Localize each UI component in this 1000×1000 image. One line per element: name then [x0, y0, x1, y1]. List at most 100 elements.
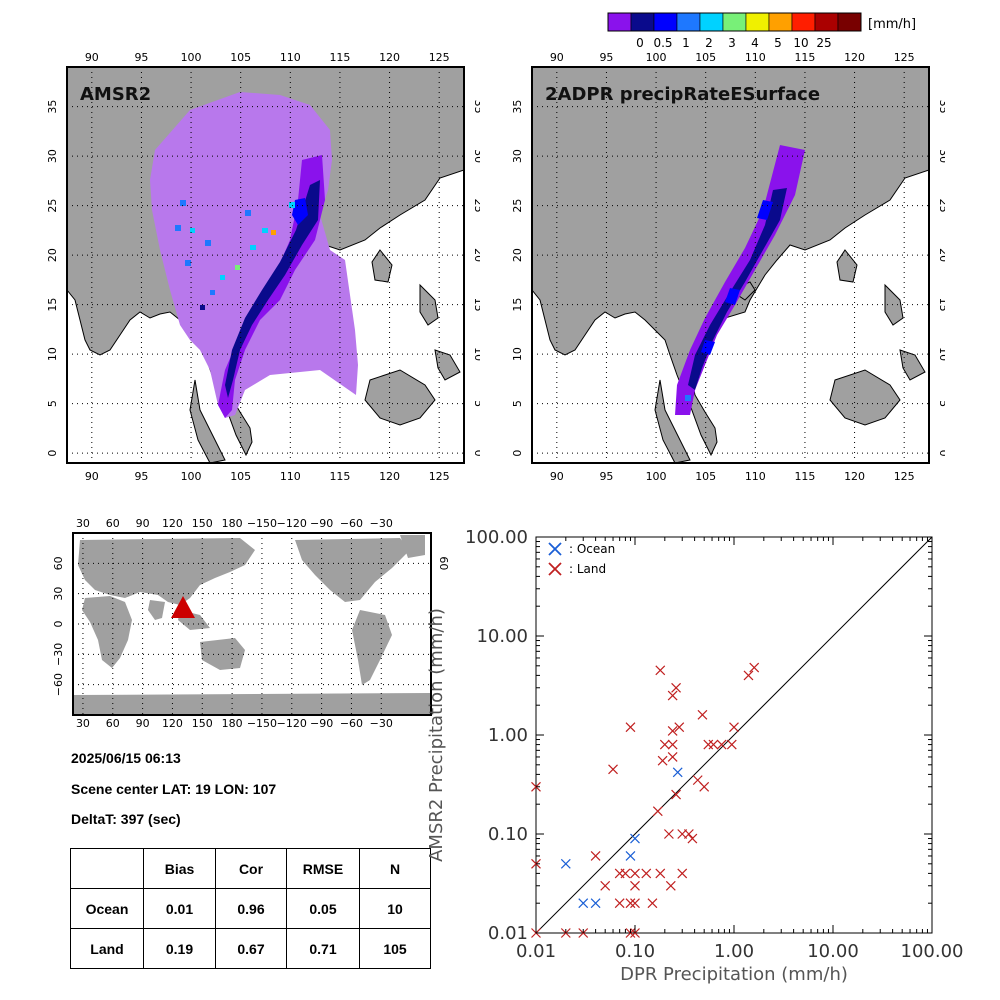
legend-label: : Land — [569, 562, 606, 576]
world-lon-tick-label: −30 — [370, 517, 393, 530]
x-tick-label: 100.00 — [901, 941, 964, 962]
world-lat-tick-label: 60 — [52, 556, 65, 570]
map-lat-tick-label: 30 — [937, 149, 945, 163]
map-lat-tick-label: 10 — [937, 347, 945, 361]
table-cell: 0.19 — [143, 928, 216, 969]
world-lon-tick-label: −60 — [340, 717, 363, 730]
y-axis-label: AMSR2 Precipitation (mm/h) — [426, 608, 447, 862]
x-tick-label: 0.01 — [516, 941, 556, 962]
scatter-point — [665, 880, 676, 891]
scatter-point — [697, 709, 708, 720]
world-lon-tick-label: −30 — [370, 717, 393, 730]
scatter-point — [716, 739, 727, 750]
scatter-point — [600, 880, 611, 891]
map-lat-tick-label: 35 — [511, 100, 524, 114]
amsr2-swath — [150, 92, 358, 418]
map-lon-tick-label: 120 — [844, 51, 865, 64]
map-lat-tick-label: 25 — [46, 199, 59, 213]
scatter-point — [683, 829, 694, 839]
scatter-point — [663, 829, 674, 839]
scene-location-marker — [171, 596, 195, 618]
table-cell: 0.71 — [286, 928, 360, 969]
map-lon-tick-label: 105 — [230, 470, 251, 483]
colorbar-label: 1 — [682, 36, 690, 50]
scatter-point — [608, 764, 618, 775]
colorbar-swatches — [607, 12, 862, 32]
world-lon-tick-label: 60 — [106, 717, 120, 730]
map-lon-tick-label: 90 — [85, 470, 99, 483]
table-row: Ocean 0.01 0.96 0.05 10 — [70, 888, 431, 929]
legend: : Ocean: Land — [548, 542, 615, 576]
colorbar-swatch — [630, 12, 655, 32]
map-lat-tick-label: 0 — [46, 450, 59, 457]
scatter-point — [625, 898, 636, 909]
map-lon-tick-label: 125 — [894, 51, 915, 64]
map-lon-tick-label: 115 — [329, 51, 350, 64]
dpr-map-panel: 9090959510010010510511011011511512012012… — [511, 51, 945, 483]
world-lon-tick-label: 90 — [136, 717, 150, 730]
map-lat-tick-label: 5 — [937, 400, 945, 407]
legend-marker — [548, 562, 562, 576]
world-lat-tick-label: 30 — [52, 587, 65, 601]
scene-center: Scene center LAT: 19 LON: 107 — [71, 781, 277, 797]
scatter-point — [630, 868, 640, 879]
colorbar-label: 25 — [816, 36, 831, 50]
map-title: AMSR2 — [80, 84, 151, 105]
map-lon-tick-label: 110 — [280, 51, 301, 64]
amsr2-map-panel: 9090959510010010510511011011511512012012… — [46, 51, 480, 483]
colorbar: [mm/h] 0 0.5 1 2 3 4 5 10 25 — [607, 12, 916, 50]
table-row-label: Land — [70, 928, 144, 969]
map-lon-tick-label: 125 — [429, 51, 450, 64]
map-lon-tick-label: 110 — [280, 470, 301, 483]
scatter-point — [590, 898, 601, 909]
map-tick-labels: 9090959510010010510511011011511512012012… — [511, 51, 945, 483]
map-lat-tick-label: 15 — [511, 298, 524, 312]
map-lon-tick-label: 120 — [844, 470, 865, 483]
map-lon-tick-label: 125 — [429, 470, 450, 483]
x-axis-label: DPR Precipitation (mm/h) — [620, 964, 848, 985]
x-tick-label: 10.00 — [807, 941, 859, 962]
map-grid — [67, 67, 464, 463]
stats-table: Bias Cor RMSE N Ocean 0.01 0.96 0.05 10 … — [70, 848, 431, 969]
scatter-point — [655, 665, 666, 676]
scatter-point — [630, 898, 640, 909]
scatter-point — [625, 851, 636, 861]
colorbar-swatch — [607, 12, 632, 32]
map-lat-tick-label: 0 — [511, 450, 524, 457]
colorbar-label: 0 — [636, 36, 644, 50]
scatter-point — [652, 806, 663, 817]
map-lon-tick-label: 100 — [646, 470, 667, 483]
table-cell: 10 — [359, 888, 431, 929]
scatter-point — [641, 868, 652, 879]
map-grid — [532, 67, 929, 463]
map-lat-tick-label: 25 — [937, 199, 945, 213]
table-cell: 0.01 — [143, 888, 216, 929]
colorbar-swatch — [722, 12, 747, 32]
map-lat-tick-label: 20 — [472, 248, 480, 262]
table-cell: 0.67 — [215, 928, 287, 969]
world-lon-tick-label: 180 — [222, 717, 243, 730]
map-lon-tick-label: 115 — [329, 470, 350, 483]
map-lat-tick-label: 10 — [511, 347, 524, 361]
scatter-point — [667, 739, 678, 750]
colorbar-label: 3 — [728, 36, 736, 50]
map-lon-tick-label: 110 — [745, 51, 766, 64]
map-lon-tick-label: 105 — [230, 51, 251, 64]
map-lat-tick-label: 5 — [511, 400, 524, 407]
colorbar-label: 5 — [774, 36, 782, 50]
map-lon-tick-label: 95 — [134, 470, 148, 483]
y-tick-label: 0.10 — [488, 824, 528, 845]
scatter-point — [659, 739, 670, 750]
map-lat-tick-label: 20 — [511, 248, 524, 262]
map-lon-tick-label: 115 — [794, 470, 815, 483]
world-lon-tick-label: 150 — [192, 517, 213, 530]
dpr-swath — [675, 145, 805, 415]
world-lon-tick-label: 60 — [106, 517, 120, 530]
world-lon-tick-label: −90 — [310, 517, 333, 530]
map-lon-tick-label: 95 — [599, 51, 613, 64]
map-lon-tick-label: 115 — [794, 51, 815, 64]
scatter-point — [677, 868, 688, 879]
map-lat-tick-label: 20 — [46, 248, 59, 262]
